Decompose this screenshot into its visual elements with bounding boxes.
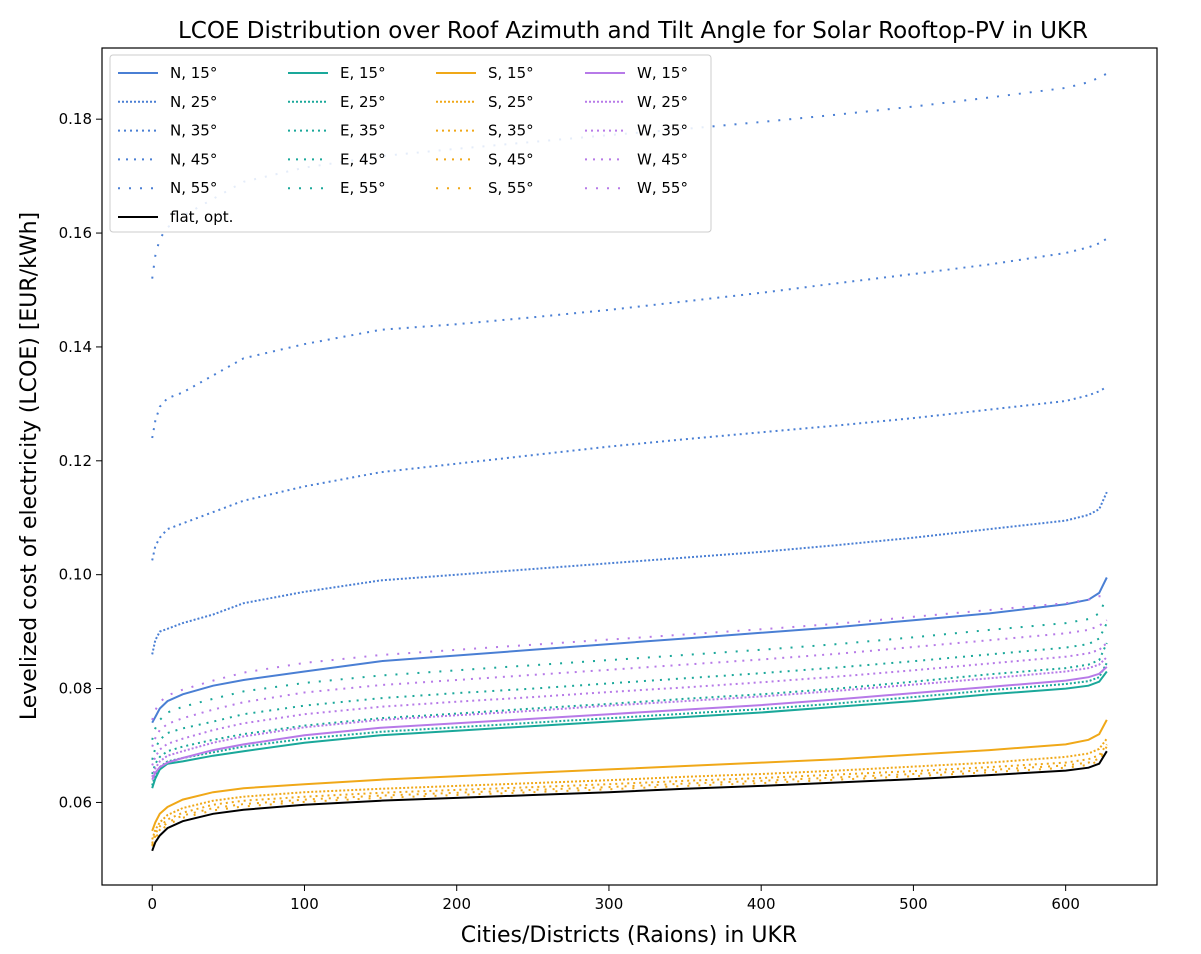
x-tick-label: 100 [290,895,319,913]
legend-label-w-55: W, 55° [637,179,688,197]
y-tick-label: 0.16 [59,224,92,242]
y-tick-label: 0.18 [59,110,92,128]
y-tick-label: 0.12 [59,452,92,470]
series-line-e-15 [151,670,1108,789]
legend: N, 15° N, 25° N, 35° N, 45° N, 55° E, 15° E, 2… [109,54,712,233]
series-line-w-35 [151,642,1108,766]
series-line-flat-opt [151,750,1108,852]
legend-label-s-35: S, 35° [488,122,534,140]
y-tick-label: 0.08 [59,680,92,698]
series-line-n-45 [151,237,1108,439]
y-tick-label: 0.06 [59,793,92,811]
x-tick-label: 0 [147,895,157,913]
legend-label-s-55: S, 55° [488,179,534,197]
legend-label-w-45: W, 45° [637,150,688,168]
y-axis-label: Levelized cost of electricity (LCOE) [EU… [17,212,42,720]
series-line-s-25 [151,738,1108,840]
series-line-s-15 [151,719,1108,832]
legend-label-e-35: E, 35° [340,122,386,140]
legend-label-s-25: S, 25° [488,93,534,111]
series-lines [151,72,1108,852]
x-tick-label: 600 [1051,895,1080,913]
y-tick-label: 0.14 [59,338,92,356]
x-axis-ticks: 0 100 200 300 400 500 600 [147,885,1080,913]
legend-label-w-25: W, 25° [637,93,688,111]
legend-label-n-45: N, 45° [170,150,217,168]
legend-box [109,54,712,233]
series-line-e-55 [151,597,1108,741]
series-line-s-35 [151,743,1108,844]
series-line-e-45 [151,622,1108,760]
legend-label-e-25: E, 25° [340,93,386,111]
legend-label-n-55: N, 55° [170,179,217,197]
series-line-s-45 [151,746,1108,846]
legend-label-n-25: N, 25° [170,93,217,111]
legend-label-e-15: E, 15° [340,64,386,82]
x-axis-label: Cities/Districts (Raions) in UKR [461,923,797,948]
legend-label-n-15: N, 15° [170,64,217,82]
legend-label-n-35: N, 35° [170,122,217,140]
x-tick-label: 500 [899,895,928,913]
legend-label-w-35: W, 35° [637,122,688,140]
series-line-w-45 [151,619,1108,747]
legend-label-e-45: E, 45° [340,150,386,168]
series-line-s-55 [151,747,1108,847]
series-line-n-15 [151,577,1108,724]
y-axis-ticks: 0.06 0.08 0.10 0.12 0.14 0.16 0.18 [59,110,102,811]
series-line-e-25 [151,662,1108,786]
legend-label-e-55: E, 55° [340,179,386,197]
plot-frame [101,47,1158,886]
x-tick-label: 400 [747,895,776,913]
series-line-n-25 [151,491,1108,655]
series-line-w-25 [151,656,1108,778]
series-line-w-15 [151,666,1108,781]
legend-label-flat-opt: flat, opt. [170,208,233,226]
legend-label-w-15: W, 15° [637,64,688,82]
legend-label-s-45: S, 45° [488,150,534,168]
series-line-e-35 [151,642,1108,775]
series-line-n-35 [151,385,1108,561]
chart-title: LCOE Distribution over Roof Azimuth and … [178,18,1088,44]
x-tick-label: 300 [595,895,624,913]
x-tick-label: 200 [442,895,471,913]
legend-label-s-15: S, 15° [488,64,534,82]
y-tick-label: 0.10 [59,566,92,584]
